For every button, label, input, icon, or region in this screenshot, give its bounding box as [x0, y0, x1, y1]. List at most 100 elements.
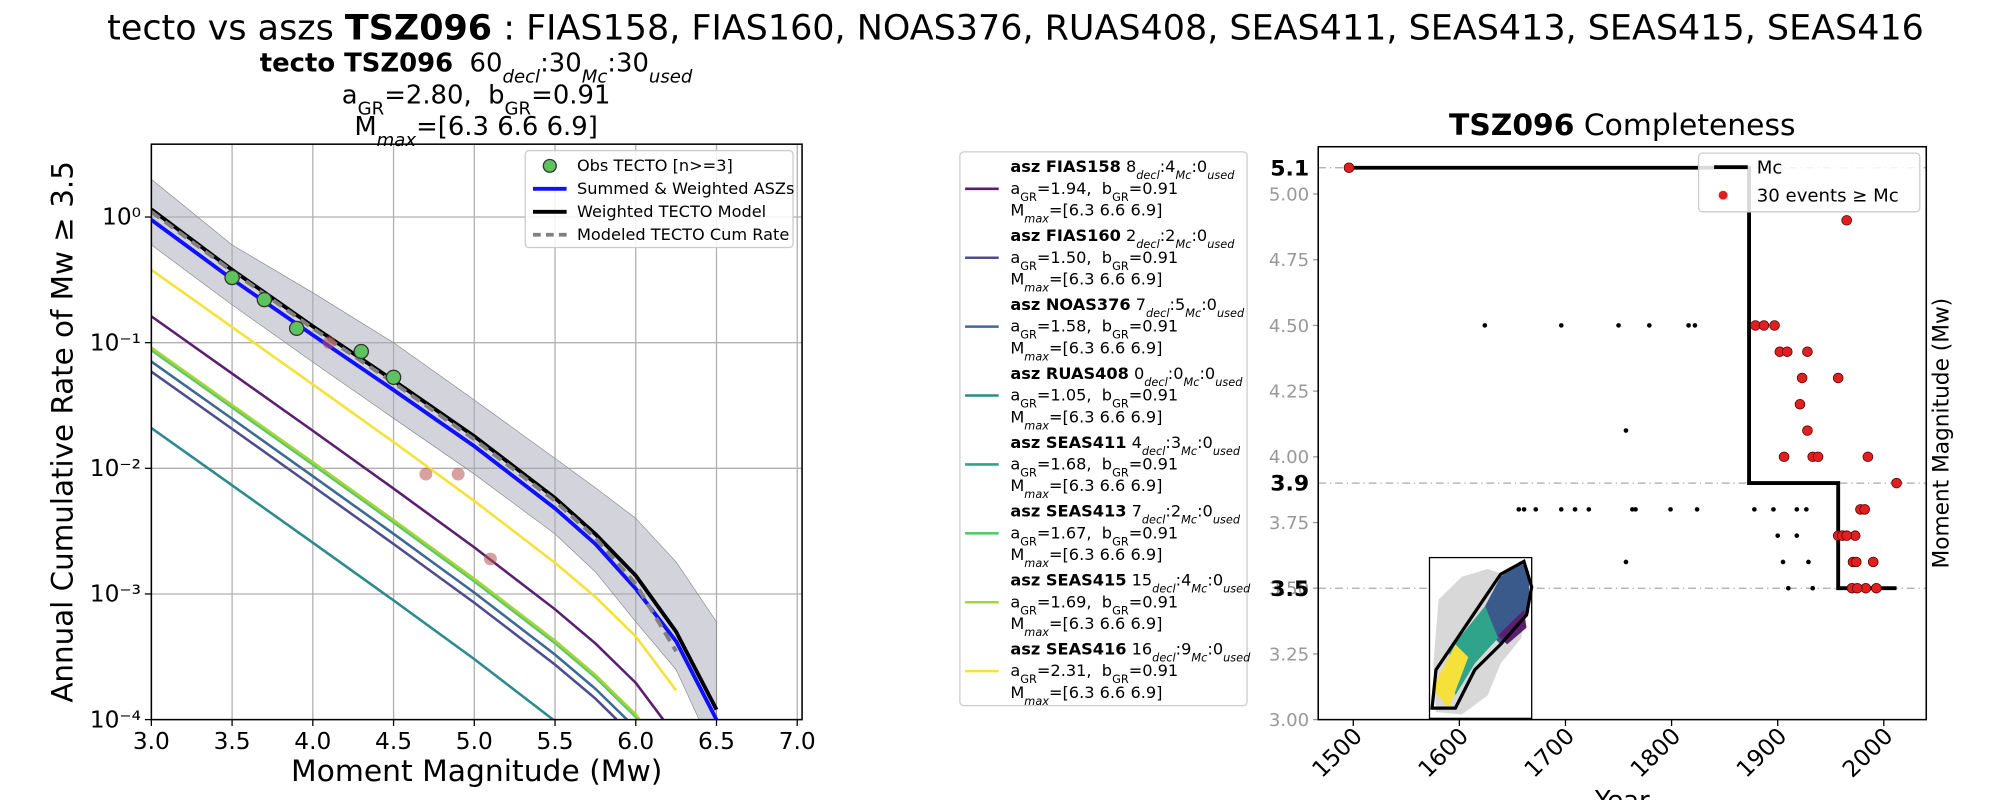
text-segment: a	[1010, 248, 1020, 267]
below-mc-point	[1775, 533, 1781, 538]
below-mc-point	[1533, 507, 1539, 512]
legend-label: aGR=2.31, bGR=0.91	[1010, 661, 1178, 685]
x-tick-label: 6.5	[698, 729, 735, 755]
event-point	[1859, 504, 1871, 515]
text-segment: M	[354, 112, 376, 142]
text-segment: Mc	[1181, 513, 1198, 526]
excluded-point	[419, 467, 433, 481]
y-tick-label: 5.00	[1269, 185, 1309, 206]
text-segment: =1.94, b	[1037, 179, 1112, 198]
text-segment: 60	[453, 49, 502, 79]
text-segment: tecto vs aszs	[107, 9, 345, 49]
below-mc-point	[1516, 507, 1522, 512]
below-mc-point	[1623, 559, 1629, 565]
legend-box	[524, 149, 794, 249]
text-segment: GR	[1020, 535, 1037, 548]
text-segment: used	[1207, 238, 1235, 251]
text-segment: asz NOAS376	[1010, 295, 1130, 314]
text-segment: decl	[1152, 582, 1176, 595]
text-segment: M	[1010, 339, 1024, 358]
text-segment: M	[1010, 407, 1024, 426]
asz-line	[151, 427, 556, 720]
text-segment: TSZ096	[1449, 108, 1574, 142]
text-segment: asz FIAS160	[1010, 226, 1120, 245]
text-segment: Completeness	[1574, 108, 1795, 142]
text-segment: 2	[1121, 226, 1136, 245]
legend-label: asz SEAS411 4decl:3Mc:0used	[1010, 433, 1241, 457]
below-mc-point	[1785, 585, 1791, 591]
text-segment: GR	[1112, 190, 1129, 203]
x-tick-label: 2000	[1838, 723, 1898, 783]
legend-label: Mmax=[6.3 6.6 6.9]	[1010, 476, 1162, 500]
below-mc-point	[1572, 507, 1578, 512]
text-segment: M	[1010, 476, 1024, 495]
text-segment: =0.91	[1129, 317, 1179, 336]
text-segment: : FIAS158, FIAS160, NOAS376, RUAS408, SE…	[492, 9, 1924, 49]
text-segment: =0.91	[1129, 524, 1179, 543]
event-point	[1850, 556, 1862, 568]
text-segment: =0.91	[1129, 248, 1179, 267]
text-segment: TSZ096	[345, 9, 492, 49]
text-segment: =1.05, b	[1037, 386, 1112, 405]
text-segment: decl	[1152, 651, 1176, 664]
text-segment: used	[1217, 307, 1245, 320]
text-segment: :0	[1199, 364, 1215, 383]
legend-label: Mmax=[6.3 6.6 6.9]	[1010, 339, 1162, 363]
x-tick-label: 4.5	[375, 729, 412, 755]
text-segment: :9	[1176, 640, 1192, 659]
asz-line	[151, 349, 640, 720]
text-segment: a	[1010, 455, 1020, 474]
text-segment: M	[1010, 614, 1024, 633]
asz-line	[151, 360, 629, 720]
legend-label: asz SEAS413 7decl:2Mc:0used	[1010, 502, 1241, 526]
text-segment: 7	[1131, 295, 1146, 314]
text-segment: decl	[1142, 513, 1166, 526]
chart-subtitle: tecto TSZ096 60decl:30Mc:30used	[260, 49, 693, 87]
below-mc-point	[1482, 323, 1488, 328]
y-tick-label: 10⁻¹	[90, 330, 141, 356]
text-segment: =[6.3 6.6 6.9]	[416, 112, 598, 142]
text-segment: GR	[1112, 535, 1129, 548]
text-segment: :4	[1160, 157, 1176, 176]
observed-point	[385, 369, 402, 385]
x-tick-label: 1900	[1732, 723, 1792, 783]
text-segment: :3	[1165, 433, 1181, 452]
observed-point	[288, 320, 305, 337]
chart-subtitle: aGR=2.80, bGR=0.91	[342, 81, 611, 119]
text-segment: used	[1213, 513, 1241, 526]
text-segment: used	[649, 66, 693, 87]
text-segment: decl	[1136, 169, 1160, 182]
plot-area	[1343, 162, 1902, 594]
text-segment: a	[1010, 179, 1020, 198]
x-tick-label: 1600	[1414, 723, 1474, 783]
text-segment: :30	[540, 49, 582, 79]
text-segment: GR	[1112, 604, 1129, 617]
asz-line	[151, 370, 619, 720]
y-tick-label: 4.25	[1269, 382, 1309, 403]
text-segment: =0.91	[1129, 386, 1179, 405]
asz-line	[151, 268, 678, 692]
text-segment: Mc	[1183, 375, 1200, 388]
event-point	[1862, 451, 1874, 463]
text-segment: :0	[1191, 226, 1207, 245]
text-segment: Mc	[582, 66, 608, 87]
legend-label: asz NOAS376 7decl:5Mc:0used	[1010, 295, 1245, 319]
text-segment: Mc	[1191, 651, 1208, 664]
text-segment: max	[1024, 557, 1049, 570]
text-segment: decl	[1136, 238, 1160, 251]
x-axis-label: Moment Magnitude (Mw)	[291, 754, 662, 788]
x-axis-label: Year	[1594, 786, 1650, 800]
text-segment: 0	[1129, 364, 1144, 383]
legend-label: 30 events ≥ Mc	[1757, 186, 1899, 207]
below-mc-point	[1633, 507, 1638, 512]
text-segment: =1.68, b	[1037, 455, 1112, 474]
text-segment: :5	[1170, 295, 1186, 314]
text-segment: used	[1207, 169, 1235, 182]
text-segment: used	[1215, 375, 1243, 388]
legend-label: Modeled TECTO Cum Rate	[577, 225, 790, 244]
text-segment: used	[1213, 444, 1241, 457]
text-segment: a	[342, 81, 358, 111]
text-segment: GR	[1112, 673, 1129, 686]
legend-label: asz RUAS408 0decl:0Mc:0used	[1010, 364, 1243, 388]
